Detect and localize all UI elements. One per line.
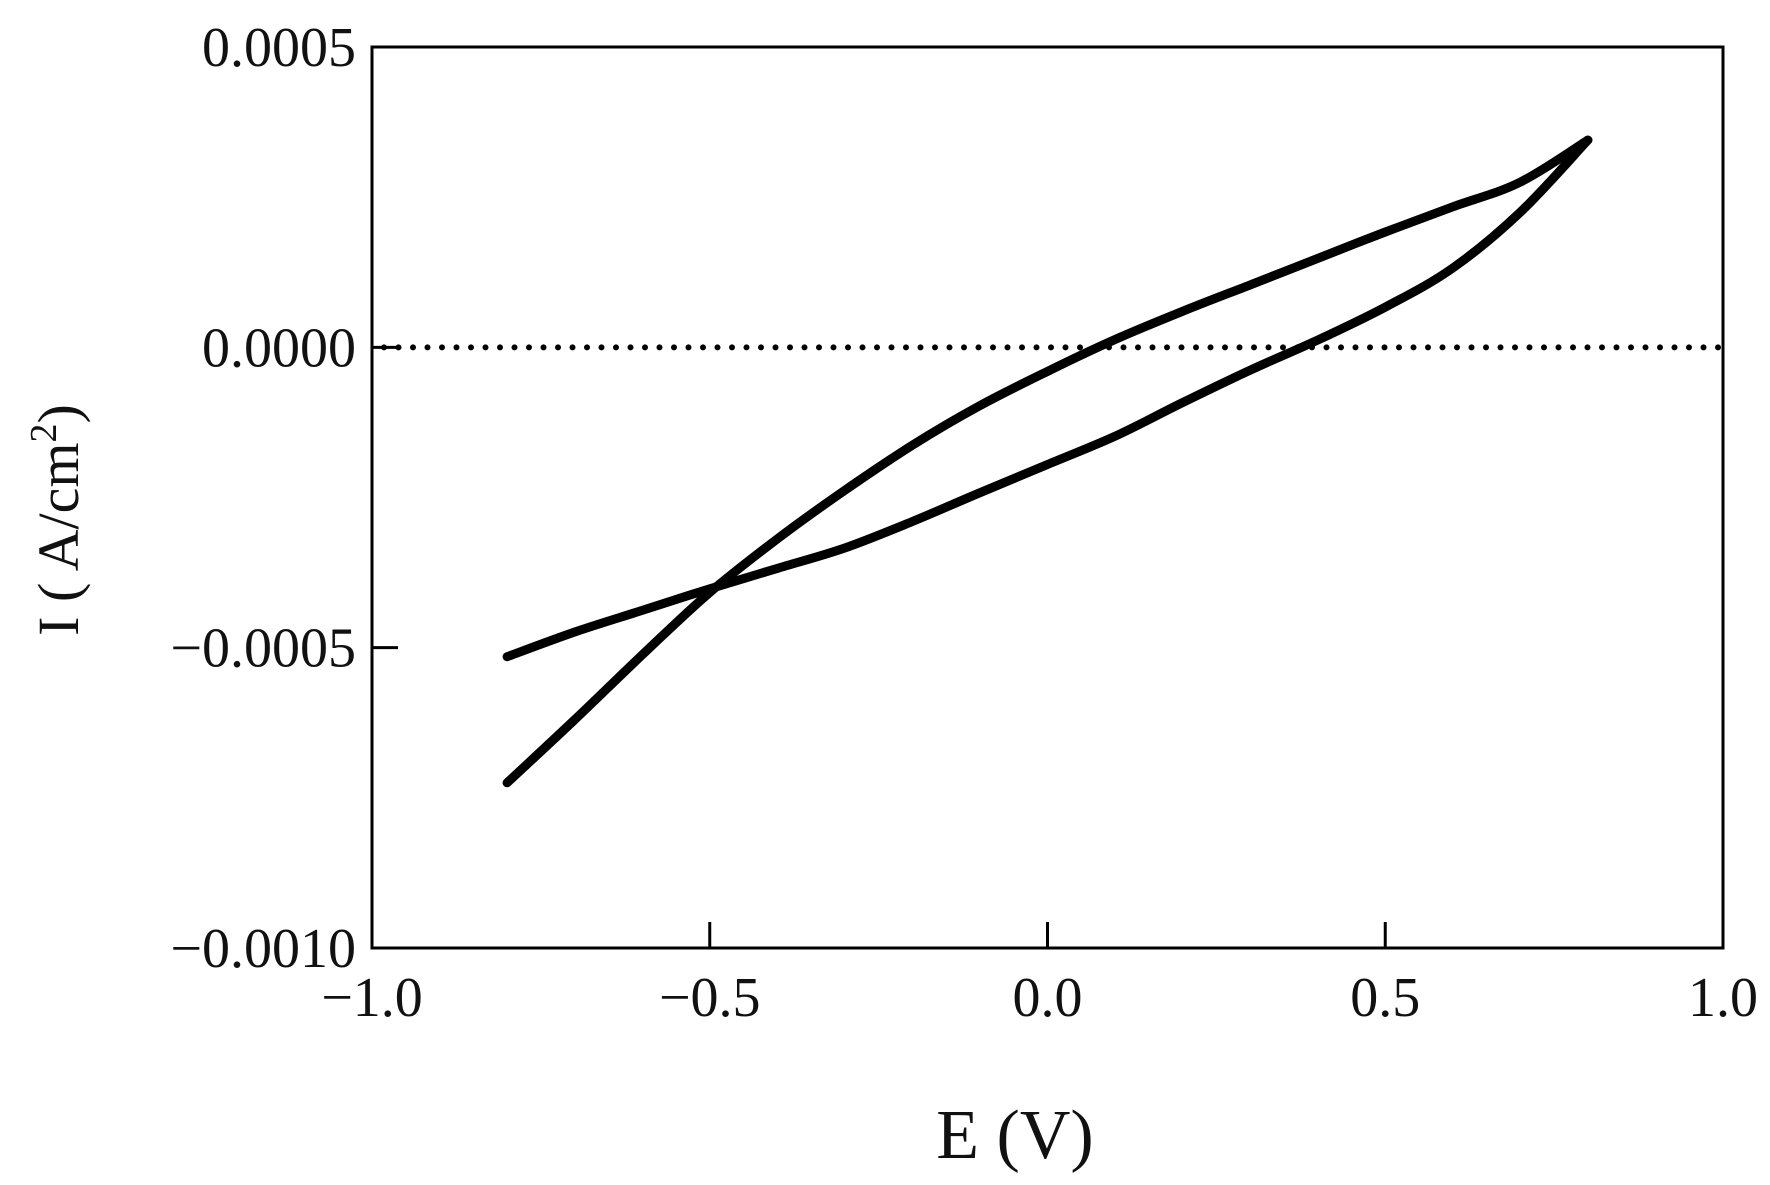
x-axis-title: E (V) <box>936 1097 1093 1174</box>
y-tick-label: 0.0000 <box>202 317 356 379</box>
x-tick-label: −1.0 <box>321 967 423 1029</box>
y-axis-title-close: ) <box>26 404 91 423</box>
x-tick-label: 1.0 <box>1688 967 1758 1029</box>
y-axis-title-main: I ( A/cm <box>26 443 91 636</box>
series-line-reverse-scan <box>502 135 1593 662</box>
y-tick-label: −0.0010 <box>170 918 356 980</box>
x-tick-label: −0.5 <box>659 967 761 1029</box>
series-line-forward-scan <box>502 135 1593 788</box>
x-tick-label: 0.5 <box>1350 967 1420 1029</box>
data-series <box>502 135 1593 788</box>
x-axis-ticks: −1.0 −0.5 0.0 0.5 1.0 <box>321 922 1758 1029</box>
y-axis-title-superscript: 2 <box>23 424 65 443</box>
y-tick-label: 0.0005 <box>202 17 356 79</box>
y-axis-title: I ( A/cm2) <box>23 404 91 636</box>
y-tick-label: −0.0005 <box>170 618 356 680</box>
y-axis-ticks: 0.0005 0.0000 −0.0005 −0.0010 <box>170 17 398 980</box>
x-tick-label: 0.0 <box>1013 967 1083 1029</box>
